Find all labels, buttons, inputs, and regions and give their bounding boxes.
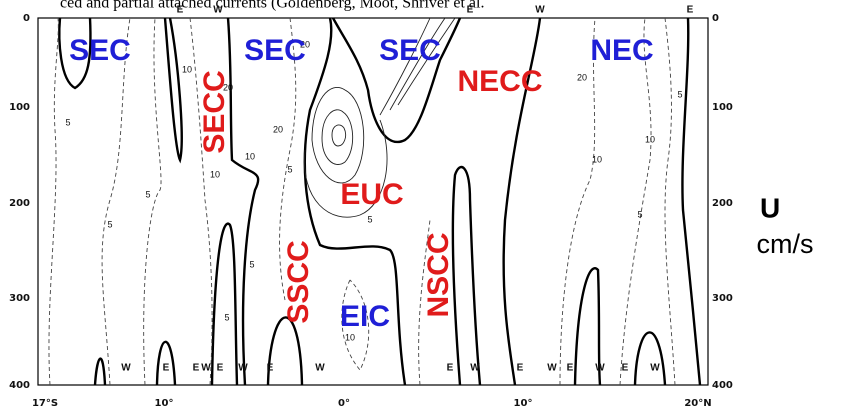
current-label: EUC	[340, 178, 403, 211]
lat-ticks: 17°S 10° 0° 10° 20°N	[32, 398, 712, 409]
flow-label: W	[470, 363, 480, 374]
contour-label: 5	[367, 214, 372, 224]
contour-label: 5	[145, 189, 150, 199]
flow-labels: E W E W EW E E W E W E W E W E W E W E W	[121, 5, 693, 374]
flow-label: E	[193, 363, 200, 374]
contour-label: 10	[245, 151, 255, 161]
contour-label: 5	[249, 259, 254, 269]
flow-label: E	[622, 363, 629, 374]
contour-label: 5	[65, 117, 70, 127]
contour-label: 5	[677, 89, 682, 99]
y-tick-label: 0	[712, 13, 719, 24]
current-label: EIC	[340, 300, 390, 333]
y-tick-label: 200	[712, 198, 733, 209]
flow-label: E	[567, 363, 574, 374]
contour-label: 10	[645, 134, 655, 144]
depth-ticks: 0 100 200 300 400 0 100 200 300 400	[9, 13, 733, 391]
flow-label: E	[687, 5, 694, 16]
unit-text: cm/s	[757, 229, 814, 259]
x-tick-label: 17°S	[32, 398, 58, 409]
current-label: NECC	[457, 65, 542, 98]
contour-label: 10	[345, 332, 355, 342]
y-tick-label: 400	[712, 380, 733, 391]
y-tick-label: 300	[9, 293, 30, 304]
flow-label: W	[315, 363, 325, 374]
x-tick-label: 10°	[155, 398, 174, 409]
current-label: NSCC	[422, 232, 455, 317]
current-label: SEC	[379, 34, 441, 67]
y-tick-label: 100	[712, 102, 733, 113]
flow-label: W	[213, 5, 223, 16]
contour-label: 10	[592, 154, 602, 164]
flow-label: W	[201, 363, 211, 374]
flow-label: W	[121, 363, 131, 374]
unit-symbol: U	[760, 192, 780, 223]
contour-label: 20	[577, 72, 587, 82]
contour-labels: 5 5 5 20 10 10 5 20 20 5 10 5 5 20 10 10 5 5 10	[65, 39, 682, 342]
flow-label: W	[535, 5, 545, 16]
contour-label: 5	[637, 209, 642, 219]
y-tick-label: 100	[9, 102, 30, 113]
x-tick-label: 20°N	[684, 398, 711, 409]
current-label: SECC	[198, 70, 231, 153]
y-tick-label: 300	[712, 293, 733, 304]
flow-label: E	[447, 363, 454, 374]
contour-label: 5	[287, 164, 292, 174]
contours	[48, 17, 702, 386]
contour-label: 10	[182, 64, 192, 74]
current-labels: SEC SEC SEC NEC SECC NECC EUC SSCC NSCC …	[69, 34, 654, 333]
flow-label: W	[547, 363, 557, 374]
caption: ced and partial attached currents (Golde…	[60, 0, 484, 12]
y-tick-label: 200	[9, 198, 30, 209]
plot-frame	[37, 17, 709, 386]
contour-label: 20	[223, 82, 233, 92]
current-label: SEC	[69, 34, 131, 67]
x-tick-label: 10°	[514, 398, 533, 409]
flow-label: W	[238, 363, 248, 374]
current-label: SSCC	[282, 240, 315, 323]
flow-label: E	[467, 5, 474, 16]
flow-label: W	[595, 363, 605, 374]
flow-label: E	[267, 363, 274, 374]
contour-label: 5	[224, 312, 229, 322]
contour-label: 10	[210, 169, 220, 179]
flow-label: E	[217, 363, 224, 374]
y-tick-label: 400	[9, 380, 30, 391]
flow-label: W	[650, 363, 660, 374]
contour-label: 20	[300, 39, 310, 49]
flow-label: E	[177, 5, 184, 16]
x-tick-label: 0°	[338, 398, 350, 409]
current-label: NEC	[590, 34, 653, 67]
contour-label: 5	[107, 219, 112, 229]
flow-label: E	[517, 363, 524, 374]
contour-label: 20	[273, 124, 283, 134]
current-label: SEC	[244, 34, 306, 67]
y-tick-label: 0	[23, 13, 30, 24]
flow-label: E	[163, 363, 170, 374]
